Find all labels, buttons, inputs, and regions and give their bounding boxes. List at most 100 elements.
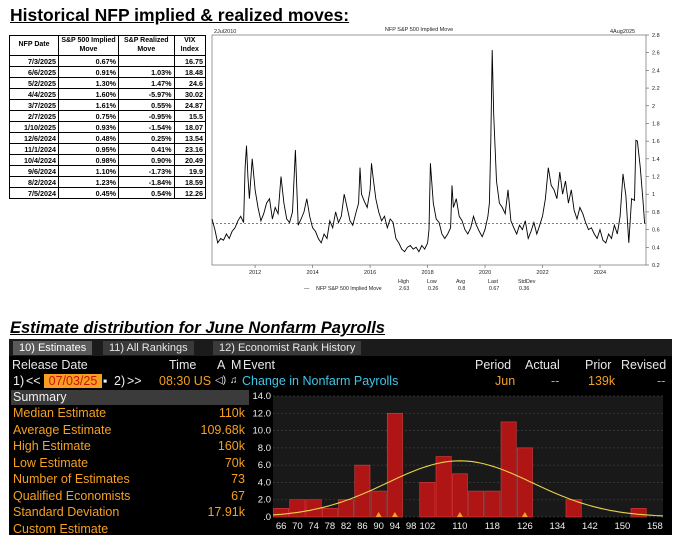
- prior-value: 139k: [588, 374, 616, 388]
- estimate-distribution-heading: Estimate distribution for June Nonfarm P…: [10, 319, 385, 337]
- col-period: Period: [475, 358, 512, 372]
- stats-value-stddev: 0.36: [519, 286, 530, 292]
- y-tick-label: 2.2: [652, 86, 660, 92]
- table-row: 1/10/2025 0.93% -1.54% 18.07: [9, 121, 207, 133]
- cell-implied-move: 1.23%: [57, 176, 120, 188]
- cell-nfp-date: 1/10/2025: [9, 121, 59, 133]
- cell-implied-move: 0.93%: [57, 121, 120, 133]
- x-tick-label: 142: [582, 521, 598, 532]
- table-row: 8/2/2024 1.23% -1.84% 18.59: [9, 176, 207, 188]
- event-link[interactable]: Change in Nonfarm Payrolls: [242, 374, 399, 388]
- table-row: 9/6/2024 1.10% -1.73% 19.9: [9, 165, 207, 177]
- cell-vix-index: 30.02: [173, 88, 207, 100]
- x-tick-label: 82: [341, 521, 352, 532]
- table-row: 4/4/2025 1.60% -5.97% 30.02: [9, 88, 207, 100]
- legend-line-swatch: —: [304, 286, 310, 292]
- cell-nfp-date: 3/7/2025: [9, 99, 59, 111]
- cell-realized-move: 0.25%: [118, 132, 175, 144]
- summary-label: Average Estimate: [13, 422, 112, 437]
- tab-economist-rank-history[interactable]: 12) Economist Rank History: [213, 341, 362, 355]
- end-date-label: 4Aug2025: [610, 29, 635, 35]
- table-row: 12/6/2024 0.48% 0.25% 13.54: [9, 132, 207, 144]
- next-release-button[interactable]: >>: [127, 374, 142, 388]
- histogram-bar: [338, 499, 355, 518]
- cell-implied-move: 0.45%: [57, 187, 120, 199]
- summary-row: Custom Estimate: [11, 521, 247, 536]
- cell-realized-move: 1.47%: [118, 77, 175, 89]
- tab-estimates[interactable]: 10) Estimates: [13, 341, 93, 355]
- histogram-bar: [354, 464, 371, 518]
- cell-nfp-date: 8/2/2024: [9, 176, 59, 188]
- x-tick-label: 110: [452, 521, 467, 532]
- col-event: Event: [243, 358, 275, 372]
- stats-header-avg: Avg: [456, 279, 466, 285]
- histogram-bar: [468, 490, 485, 518]
- table-body: 7/3/2025 0.67% 16.75 6/6/2025 0.91% 1.03% 18.4…: [9, 55, 207, 199]
- period-value: Jun: [495, 374, 516, 388]
- cell-implied-move: 1.10%: [57, 165, 120, 177]
- x-tick-label: 74: [308, 521, 319, 532]
- cell-vix-index: 13.54: [173, 132, 207, 144]
- table-row: 7/3/2025 0.67% 16.75: [9, 55, 207, 67]
- y-tick-label: 2.6: [652, 51, 660, 57]
- implied-move-chart-svg: 0.2 0.4 0.6 0.8 1 1.2 1.4 1.6 1.8 2 2.2 2.4 2.6 2.8 20…: [211, 27, 660, 276]
- calendar-icon[interactable]: ▪: [103, 374, 108, 388]
- y-tick-label: 12.0: [253, 408, 272, 419]
- x-tick-label: 158: [647, 521, 663, 532]
- y-tick-label: 2.4: [652, 68, 660, 74]
- x-tick-label: 2024: [594, 270, 606, 276]
- bell-icon[interactable]: ♫: [230, 375, 238, 386]
- cell-nfp-date: 4/4/2025: [9, 88, 59, 100]
- summary-value: 67: [231, 488, 245, 503]
- cell-vix-index: 18.48: [173, 66, 207, 78]
- cell-realized-move: -1.54%: [118, 121, 175, 133]
- col-actual: Actual: [525, 358, 560, 372]
- x-tick-label: 134: [549, 521, 565, 532]
- histogram-bar: [435, 456, 452, 518]
- cell-realized-move: -1.73%: [118, 165, 175, 177]
- stats-header-last: Last: [488, 279, 499, 285]
- histogram-bar: [451, 473, 468, 518]
- historical-nfp-heading: Historical NFP implied & realized moves:: [10, 5, 350, 25]
- x-tick-label: 78: [325, 521, 336, 532]
- summary-value: 70k: [224, 455, 245, 470]
- tab-all-rankings[interactable]: 11) All Rankings: [103, 341, 194, 355]
- table-header-row: NFP Date S&P 500 Implied Move S&P Realiz…: [9, 35, 207, 56]
- cell-implied-move: 0.48%: [57, 132, 120, 144]
- speaker-icon[interactable]: ◁): [215, 375, 227, 386]
- col-header-implied-move: S&P 500 Implied Move: [57, 35, 120, 56]
- col-a: A: [217, 358, 226, 372]
- cell-implied-move: 1.30%: [57, 77, 120, 89]
- summary-label: Custom Estimate: [13, 521, 109, 536]
- x-tick-label: 118: [485, 521, 500, 532]
- y-tick-label: 0.4: [652, 245, 660, 251]
- cell-nfp-date: 7/3/2025: [9, 55, 59, 67]
- y-tick-label: 2.0: [258, 495, 271, 506]
- stats-value-avg: 0.8: [458, 286, 466, 292]
- col-prior: Prior: [585, 358, 612, 372]
- start-date-label: 2Jul2010: [214, 29, 236, 35]
- cell-nfp-date: 11/1/2024: [9, 143, 59, 155]
- y-tick-label: 0.6: [652, 228, 660, 234]
- summary-label: Standard Deviation: [13, 505, 120, 519]
- cell-realized-move: 0.55%: [118, 99, 175, 111]
- legend-series-name: NFP S&P 500 Implied Move: [316, 286, 382, 292]
- histogram-bar: [289, 499, 306, 518]
- y-tick-label: 2.8: [652, 33, 660, 39]
- cell-realized-move: 1.03%: [118, 66, 175, 78]
- histogram-bar: [630, 508, 647, 518]
- y-tick-label: 1: [652, 192, 655, 198]
- cell-nfp-date: 5/2/2025: [9, 77, 59, 89]
- histogram-bar: [565, 499, 582, 518]
- cell-vix-index: 15.5: [173, 110, 207, 122]
- y-tick-label: 4.0: [258, 477, 271, 488]
- estimate-marker: [456, 512, 463, 517]
- col-header-vix-index: VIX Index: [173, 35, 207, 56]
- x-tick-label: 2012: [249, 270, 261, 276]
- col-release-date: Release Date: [12, 358, 88, 372]
- implied-move-series-line: [211, 49, 646, 253]
- prev-release-button[interactable]: <<: [26, 374, 41, 388]
- release-date-field[interactable]: 07/03/25: [44, 374, 102, 388]
- histogram-bar: [516, 447, 533, 518]
- x-tick-label: 2014: [306, 270, 318, 276]
